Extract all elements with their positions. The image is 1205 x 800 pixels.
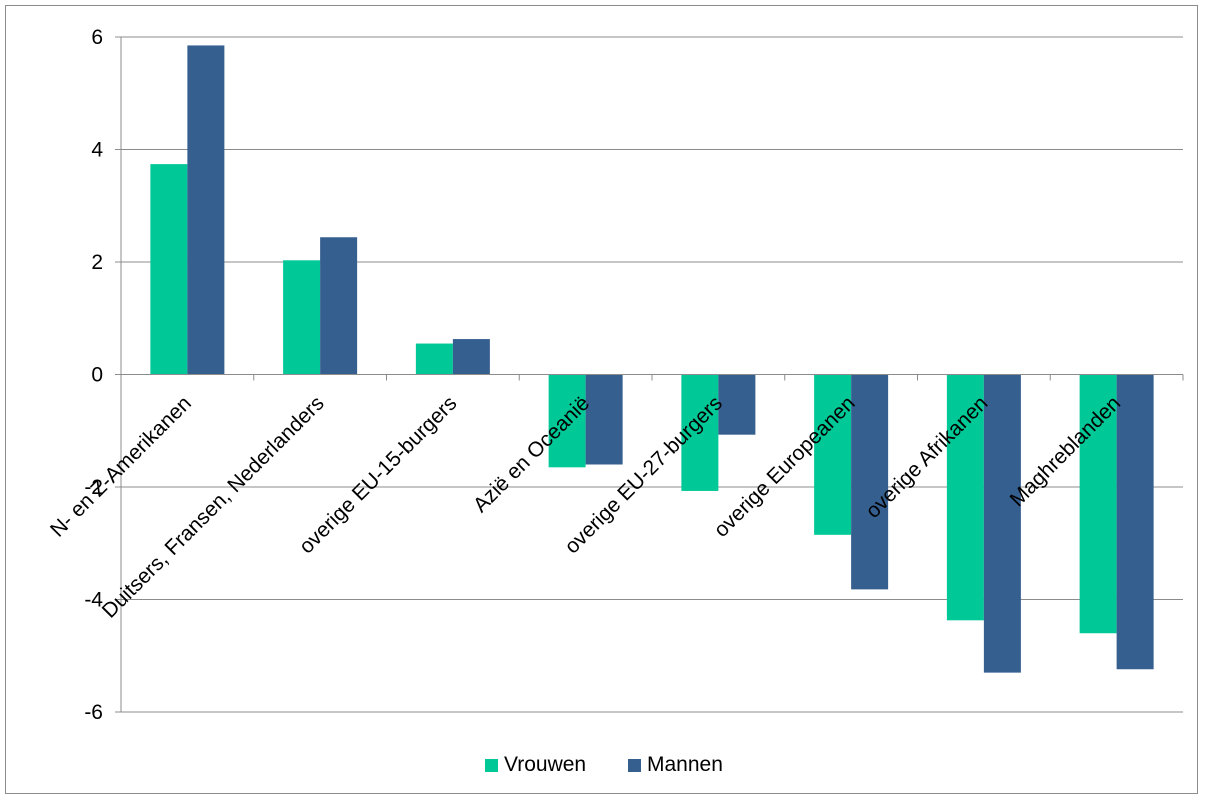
bar-vrouwen bbox=[814, 374, 852, 535]
bar-vrouwen bbox=[150, 164, 188, 375]
y-tick-label: 0 bbox=[91, 364, 103, 387]
bar-mannen bbox=[718, 374, 756, 435]
bar-mannen bbox=[851, 374, 889, 590]
bar-vrouwen bbox=[548, 374, 586, 468]
axes bbox=[115, 36, 1184, 713]
legend: Vrouwen Mannen bbox=[485, 753, 723, 776]
bar-mannen bbox=[585, 374, 623, 465]
y-tick-label: 4 bbox=[91, 139, 103, 162]
bar-vrouwen bbox=[946, 374, 984, 621]
bar-mannen bbox=[187, 45, 225, 375]
y-tick-labels: -6 -4 -2 0 2 4 6 bbox=[84, 26, 103, 724]
bar-vrouwen bbox=[415, 343, 453, 375]
y-tick-label: -6 bbox=[84, 701, 103, 724]
bar-vrouwen bbox=[681, 374, 719, 491]
bars bbox=[150, 45, 1154, 673]
legend-swatch-vrouwen bbox=[485, 759, 498, 772]
bar-mannen bbox=[320, 237, 358, 375]
legend-label-vrouwen: Vrouwen bbox=[504, 753, 586, 776]
y-tick-label: -2 bbox=[84, 476, 103, 499]
y-tick-label: -4 bbox=[84, 589, 103, 612]
bar-mannen bbox=[452, 339, 490, 375]
bar-vrouwen bbox=[1079, 374, 1117, 634]
legend-swatch-mannen bbox=[628, 759, 641, 772]
y-tick-label: 6 bbox=[91, 26, 103, 49]
category-label: Duitsers, Fransen, Nederlanders bbox=[98, 392, 329, 623]
bar-mannen bbox=[1116, 374, 1154, 670]
legend-label-mannen: Mannen bbox=[647, 753, 723, 776]
bar-vrouwen bbox=[283, 260, 321, 375]
y-tick-label: 2 bbox=[91, 251, 103, 274]
bar-mannen bbox=[983, 374, 1021, 673]
